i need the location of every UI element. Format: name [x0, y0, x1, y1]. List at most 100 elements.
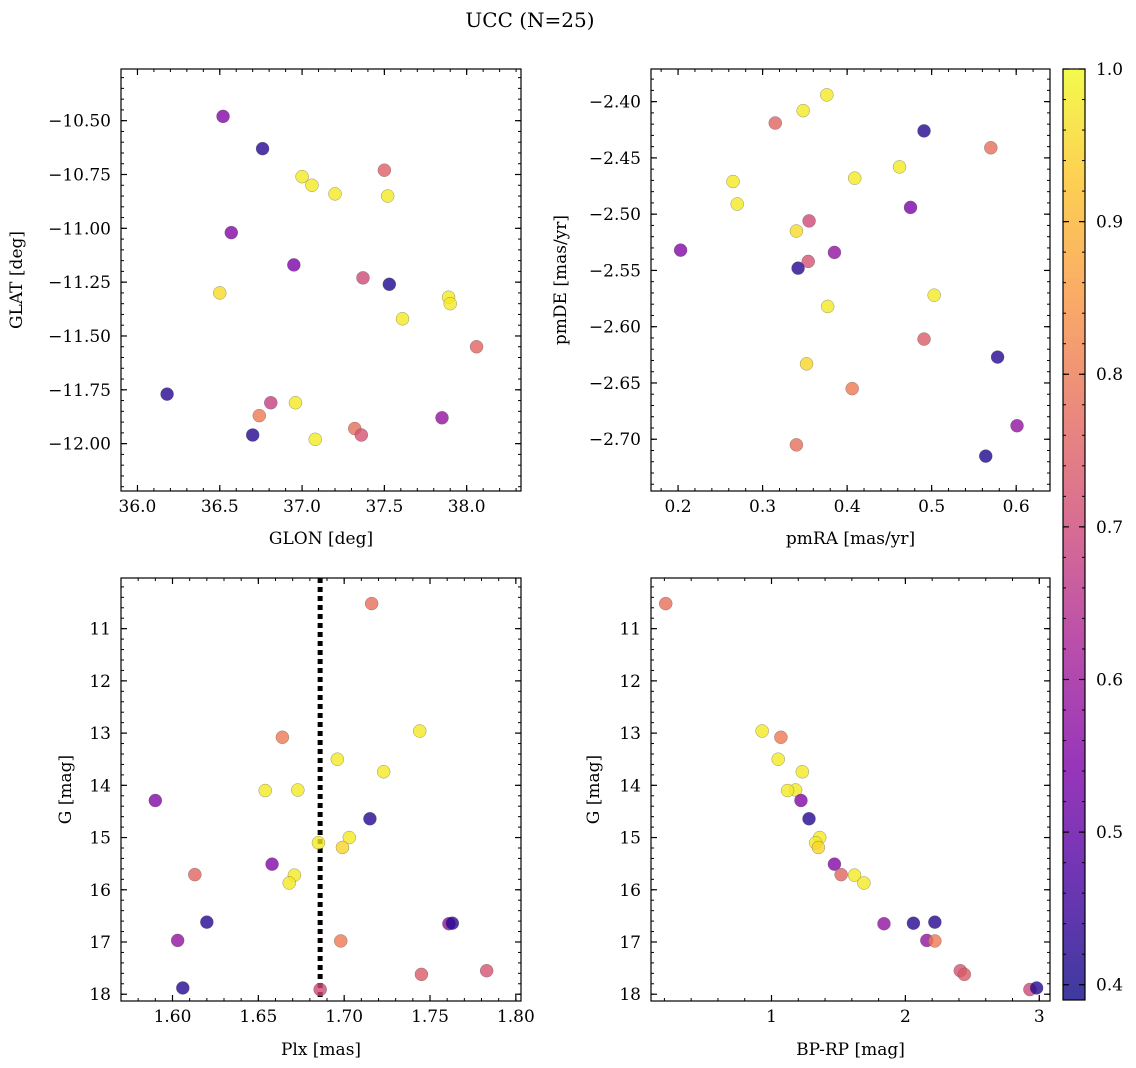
y-tick-label: −10.75	[48, 166, 111, 186]
x-tick-label: 0.5	[918, 497, 945, 517]
data-point	[903, 200, 918, 215]
data-point	[827, 857, 842, 871]
x-tick-label: 36.5	[201, 497, 239, 517]
x-tick-label: 3	[1034, 1007, 1045, 1027]
data-point	[906, 916, 921, 930]
x-tick-label: 0.3	[749, 497, 776, 517]
y-tick-label: 11	[89, 620, 111, 640]
data-point	[820, 299, 835, 314]
data-point	[479, 963, 494, 978]
x-tick-label: 37.0	[283, 497, 321, 517]
y-tick-label: −12.00	[48, 435, 111, 455]
data-point	[847, 171, 862, 185]
data-point	[673, 243, 688, 257]
data-point	[282, 876, 296, 890]
y-tick-label: 14	[89, 776, 111, 796]
data-point	[957, 967, 972, 982]
y-tick-label: −11.25	[48, 273, 111, 293]
x-tick-label: 1.60	[154, 1007, 192, 1027]
y-tick-label: −11.50	[48, 327, 111, 347]
data-point	[176, 981, 190, 995]
data-point	[791, 261, 805, 275]
data-point	[245, 428, 260, 442]
x-axis-label: GLON [deg]	[269, 529, 373, 549]
colorbar: 0.4 0.5 0.6 0.7 0.8 0.9 1.0	[1062, 60, 1123, 1001]
data-point	[928, 934, 942, 948]
data-point	[789, 224, 804, 238]
data-point	[789, 438, 804, 452]
y-tick-label: 13	[89, 724, 111, 744]
y-tick-label: −2.50	[589, 205, 641, 225]
data-point	[796, 103, 810, 118]
data-point	[802, 214, 816, 228]
data-point	[216, 109, 230, 124]
data-point	[287, 258, 301, 272]
data-point	[412, 724, 427, 738]
data-point	[363, 811, 377, 826]
panels: 36.0 36.5 37.0 37.5 38.0 −12.00 −11.75 −11.50 −1…	[7, 68, 1051, 1060]
colorbar-tick-label: 0.4	[1096, 976, 1123, 996]
y-tick-label: −2.65	[589, 374, 641, 394]
x-tick-label: 1.65	[239, 1007, 277, 1027]
data-point	[658, 596, 673, 611]
data-point	[148, 793, 163, 808]
data-point	[308, 432, 322, 447]
data-point	[834, 867, 848, 882]
y-tick-label: 18	[89, 985, 111, 1005]
data-point	[258, 783, 272, 798]
y-axis-label: pmDE [mas/yr]	[551, 215, 571, 345]
data-point	[892, 160, 907, 174]
y-tick-label: −11.00	[48, 219, 111, 239]
data-point	[380, 189, 395, 203]
data-point	[311, 836, 326, 850]
points	[658, 596, 1044, 997]
x-axis-label: Plx [mas]	[281, 1040, 361, 1060]
data-point	[811, 840, 826, 855]
data-point	[364, 596, 379, 611]
data-point	[984, 141, 998, 155]
y-tick-label: 11	[619, 620, 641, 640]
x-tick-label: 36.0	[119, 497, 157, 517]
data-point	[847, 868, 862, 882]
panel-1: 36.0 36.5 37.0 37.5 38.0 −12.00 −11.75 −11.50 −1…	[7, 68, 522, 549]
y-tick-label: −10.50	[48, 112, 111, 132]
data-point	[445, 916, 460, 930]
x-axis-label: pmRA [mas/yr]	[786, 529, 915, 549]
y-tick-label: −2.40	[589, 93, 641, 113]
y-tick-label: −2.55	[589, 261, 641, 281]
data-point	[801, 254, 815, 269]
colorbar-frame	[1062, 68, 1086, 1001]
data-point	[335, 840, 350, 855]
data-point	[275, 730, 290, 745]
data-point	[827, 245, 842, 260]
data-point	[794, 793, 808, 808]
data-point	[265, 857, 279, 871]
y-tick-label: 18	[619, 985, 641, 1005]
x-tick-label: 0.6	[1003, 497, 1030, 517]
y-tick-label: 12	[89, 672, 111, 692]
data-point	[170, 933, 185, 948]
y-tick-label: 17	[619, 933, 641, 953]
y-tick-label: −2.70	[589, 430, 641, 450]
y-tick-label: 16	[89, 881, 111, 901]
axes-frame	[650, 577, 1051, 1002]
data-point	[1010, 418, 1024, 433]
data-point	[768, 116, 783, 130]
data-point	[799, 357, 814, 371]
data-point	[200, 915, 214, 929]
data-point	[927, 288, 941, 302]
data-point	[213, 286, 227, 300]
colorbar-tick-label: 0.8	[1096, 365, 1123, 385]
data-point	[435, 411, 449, 425]
figure-title: UCC (N=25)	[465, 8, 594, 32]
data-point	[377, 163, 392, 177]
data-point	[224, 225, 239, 240]
data-point	[845, 381, 859, 396]
x-tick-label: 37.5	[365, 497, 403, 517]
y-tick-label: 14	[619, 776, 641, 796]
data-point	[755, 724, 769, 738]
y-tick-label: 16	[619, 881, 641, 901]
data-point	[795, 764, 810, 779]
data-point	[726, 174, 740, 189]
